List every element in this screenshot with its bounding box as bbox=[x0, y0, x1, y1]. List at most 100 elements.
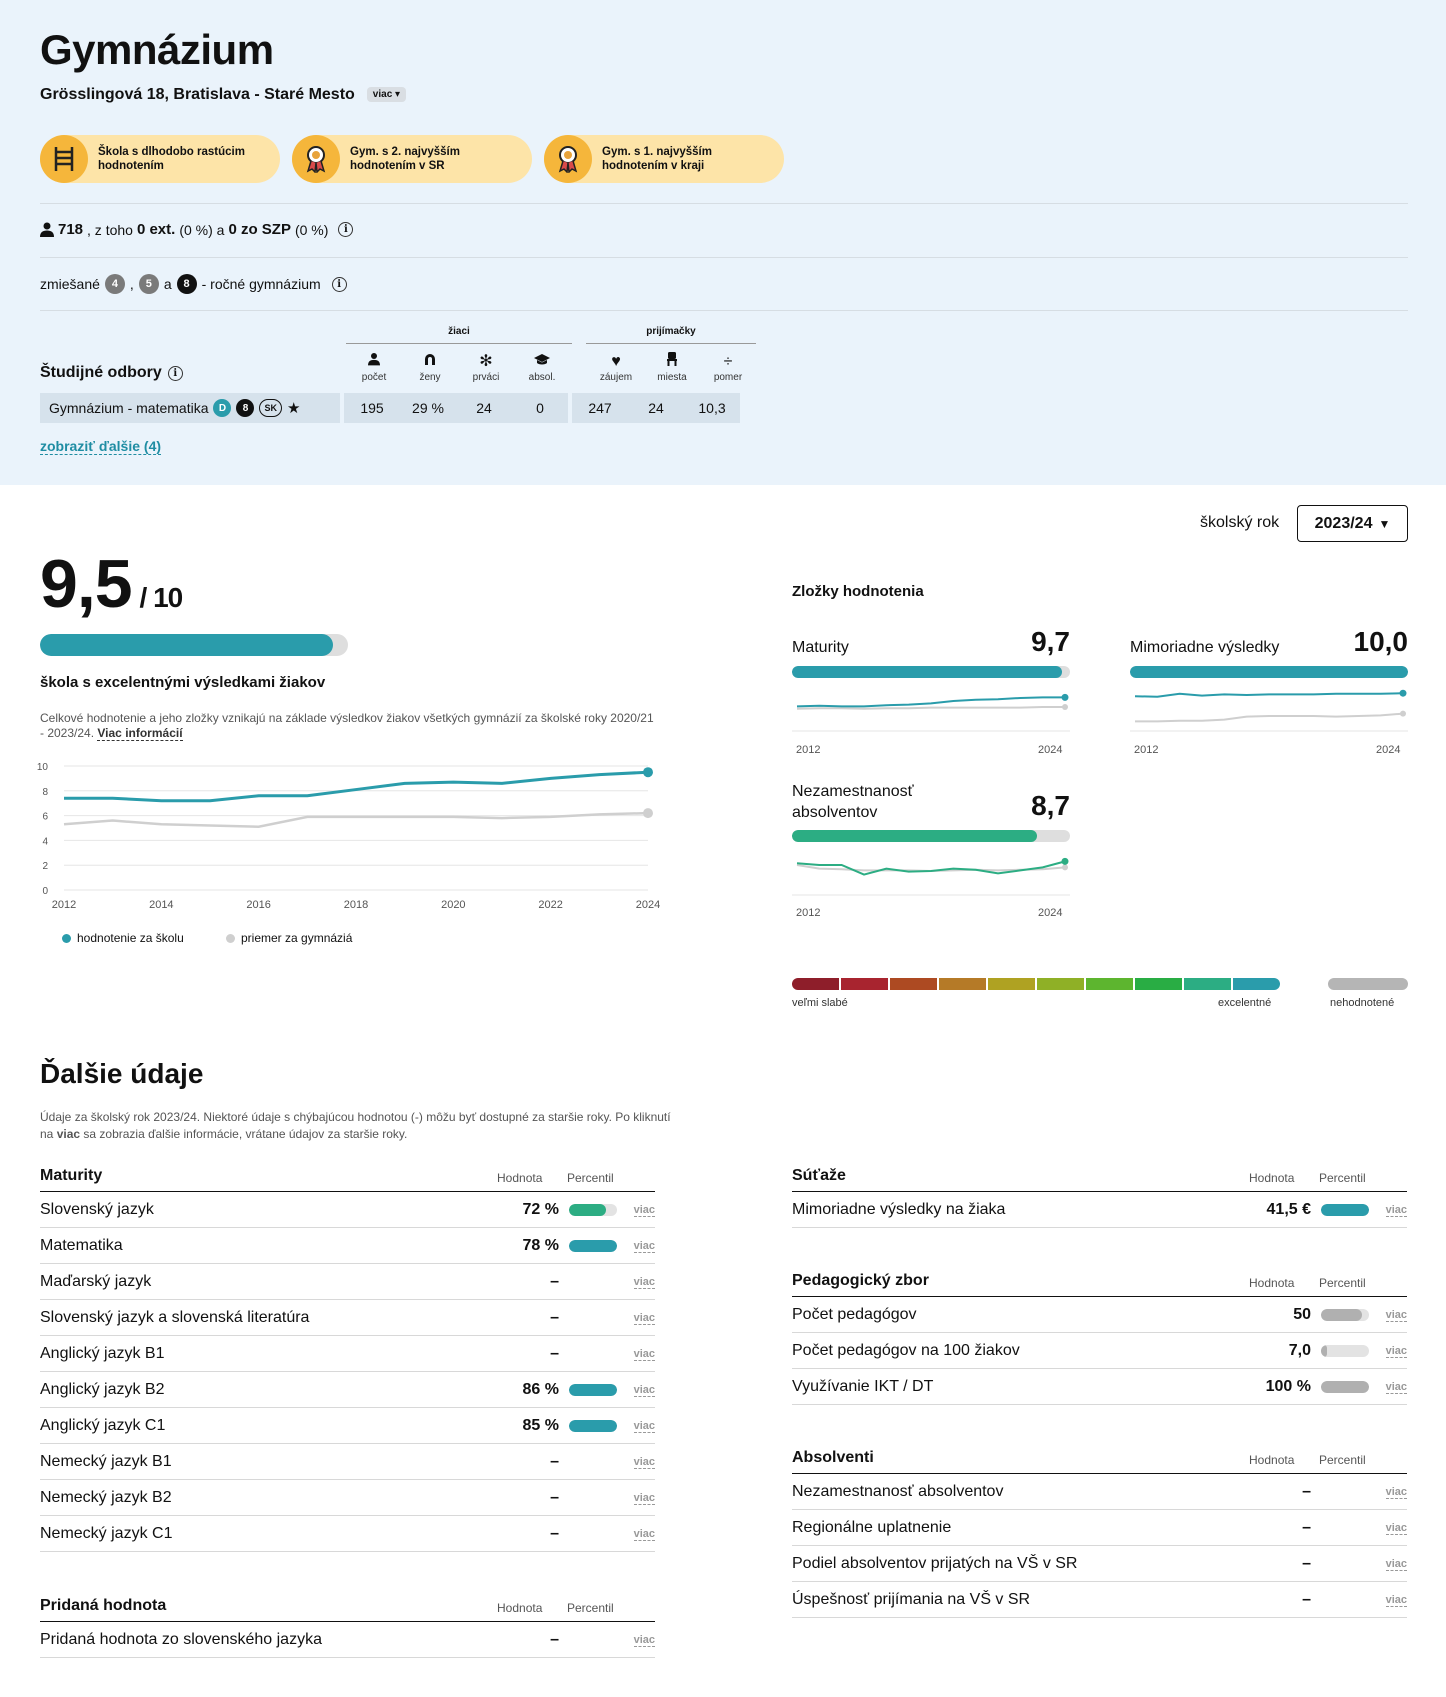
more-link[interactable]: viac bbox=[633, 1347, 655, 1361]
row-value: 100 % bbox=[1265, 1377, 1311, 1395]
axis-end-label: 2024 bbox=[1376, 744, 1401, 756]
table-title: Súťaže bbox=[792, 1167, 846, 1184]
score-label: škola s excelentnými výsledkami žiakov bbox=[40, 674, 326, 691]
x-tick-label: 2014 bbox=[149, 899, 173, 911]
col-value-header: Hodnota bbox=[497, 1171, 543, 1185]
percentile-bar-fill bbox=[1321, 1380, 1369, 1393]
col-percentile-header: Percentil bbox=[1319, 1171, 1366, 1185]
table-row: Regionálne uplatnenie – viac bbox=[792, 1510, 1407, 1546]
scale-segment bbox=[1184, 978, 1231, 990]
component-extraordinary-bar-fill bbox=[1130, 666, 1408, 678]
percentile-bar-fill bbox=[1321, 1344, 1327, 1357]
more-link[interactable]: viac bbox=[633, 1633, 655, 1647]
component-maturity-value: 9,7 bbox=[1031, 626, 1070, 657]
average-endpoint bbox=[1062, 864, 1068, 871]
school-year-label: školský rok bbox=[1200, 514, 1280, 531]
row-label: Počet pedagógov na 100 žiakov bbox=[792, 1341, 1020, 1359]
scale-segment bbox=[1135, 978, 1182, 990]
col-value-header: Hodnota bbox=[1249, 1276, 1295, 1290]
school-endpoint bbox=[1061, 693, 1069, 701]
info-icon[interactable]: i bbox=[338, 222, 354, 237]
row-value: – bbox=[550, 1272, 559, 1290]
caret-down-icon: ▼ bbox=[1378, 516, 1391, 531]
more-link[interactable]: viac bbox=[1385, 1344, 1407, 1358]
average-line bbox=[1135, 712, 1404, 723]
scale-segment bbox=[792, 978, 839, 990]
table-row: Nemecký jazyk B1 – viac bbox=[40, 1444, 655, 1480]
table-row: Maďarský jazyk – viac bbox=[40, 1264, 655, 1300]
more-link[interactable]: viac bbox=[1385, 1485, 1407, 1499]
school-year-select[interactable]: 2023/24 ▼ bbox=[1297, 505, 1408, 542]
overall-score: 9,5/ 10 bbox=[40, 546, 183, 622]
component-extraordinary-chart bbox=[1130, 689, 1408, 732]
address-more-button[interactable]: viac ▾ bbox=[366, 87, 407, 103]
type-4-badge: 4 bbox=[104, 274, 125, 294]
more-link[interactable]: viac bbox=[633, 1527, 655, 1541]
table-row: Nemecký jazyk C1 – viac bbox=[40, 1516, 655, 1552]
x-tick-label: 2018 bbox=[344, 899, 368, 911]
row-label: Anglický jazyk C1 bbox=[40, 1416, 166, 1434]
component-unemployment-bar-fill bbox=[792, 830, 1037, 842]
scale-segment bbox=[1233, 978, 1280, 990]
component-maturity-bar bbox=[792, 666, 1070, 678]
scale-unrated-swatch bbox=[1328, 978, 1408, 990]
more-link[interactable]: viac bbox=[633, 1455, 655, 1469]
info-icon[interactable]: i bbox=[167, 365, 183, 381]
more-link[interactable]: viac bbox=[633, 1203, 655, 1217]
percentile-bar-fill bbox=[1321, 1203, 1369, 1216]
more-link[interactable]: viac bbox=[633, 1491, 655, 1505]
scale-high-label: excelentné bbox=[1218, 997, 1272, 1009]
row-label: Využívanie IKT / DT bbox=[792, 1377, 934, 1395]
divider bbox=[40, 310, 1408, 311]
col-count: počet bbox=[346, 352, 402, 383]
row-value: – bbox=[550, 1452, 559, 1470]
table-row: Matematika 78 % viac bbox=[40, 1228, 655, 1264]
more-link[interactable]: viac bbox=[1385, 1380, 1407, 1394]
more-link[interactable]: viac bbox=[1385, 1557, 1407, 1571]
percentile-bar-fill bbox=[569, 1383, 617, 1396]
percentile-bar-fill bbox=[569, 1419, 617, 1432]
info-icon[interactable]: i bbox=[331, 276, 347, 292]
percentile-bar bbox=[1321, 1308, 1369, 1321]
more-link[interactable]: viac bbox=[633, 1275, 655, 1289]
x-tick-label: 2022 bbox=[538, 899, 562, 911]
scale-none-label: nehodnotené bbox=[1330, 997, 1395, 1009]
axis-end-label: 2024 bbox=[1038, 907, 1063, 919]
col-value-header: Hodnota bbox=[1249, 1453, 1295, 1467]
table-row: Nezamestnanosť absolventov – viac bbox=[792, 1474, 1407, 1510]
program-name[interactable]: Gymnázium - matematika bbox=[49, 400, 209, 416]
more-link[interactable]: viac bbox=[1385, 1308, 1407, 1322]
more-link[interactable]: viac bbox=[633, 1311, 655, 1325]
table-row: Podiel absolventov prijatých na VŠ v SR –… bbox=[792, 1546, 1407, 1582]
col-graduates: absol. bbox=[514, 352, 570, 383]
more-link[interactable]: viac bbox=[633, 1383, 655, 1397]
row-label: Úspešnosť prijímania na VŠ v SR bbox=[792, 1590, 1031, 1608]
scale-segment bbox=[988, 978, 1035, 990]
cell-freshmen: 24 bbox=[456, 393, 512, 423]
cell-places: 24 bbox=[628, 393, 684, 423]
score-description: Celkové hodnotenie a jeho zložky vznikaj… bbox=[40, 711, 654, 741]
school-line bbox=[796, 860, 1066, 876]
table-teachers: Pedagogický zbor Hodnota Percentil Počet pe… bbox=[792, 1267, 1407, 1405]
show-more-programs-link[interactable]: zobraziť ďalšie (4) bbox=[40, 438, 162, 455]
more-link[interactable]: viac bbox=[633, 1419, 655, 1433]
more-link[interactable]: viac bbox=[1385, 1593, 1407, 1607]
more-link[interactable]: viac bbox=[1385, 1203, 1407, 1217]
table-row: Mimoriadne výsledky na žiaka 41,5 € viac bbox=[792, 1192, 1407, 1228]
x-tick-label: 2012 bbox=[52, 899, 76, 911]
scale-segment bbox=[841, 978, 888, 990]
study-program-row[interactable]: Gymnázium - matematika D 8 SK ★ 195 29 %… bbox=[40, 393, 740, 423]
col-value-header: Hodnota bbox=[497, 1601, 543, 1615]
more-link[interactable]: viac bbox=[633, 1239, 655, 1253]
group-admission-label: prijímačky bbox=[646, 326, 696, 337]
cell-graduates: 0 bbox=[512, 393, 568, 423]
table-title: Pridaná hodnota bbox=[40, 1597, 167, 1614]
more-link[interactable]: viac bbox=[1385, 1521, 1407, 1535]
average-endpoint bbox=[1062, 704, 1068, 710]
y-tick-label: 6 bbox=[42, 812, 48, 823]
table-row: Anglický jazyk B1 – viac bbox=[40, 1336, 655, 1372]
asterisk-icon: ✻ bbox=[479, 353, 493, 370]
row-value: – bbox=[550, 1344, 559, 1362]
more-info-link[interactable]: Viac informácií bbox=[97, 726, 183, 741]
rating-color-scale bbox=[792, 978, 1280, 990]
